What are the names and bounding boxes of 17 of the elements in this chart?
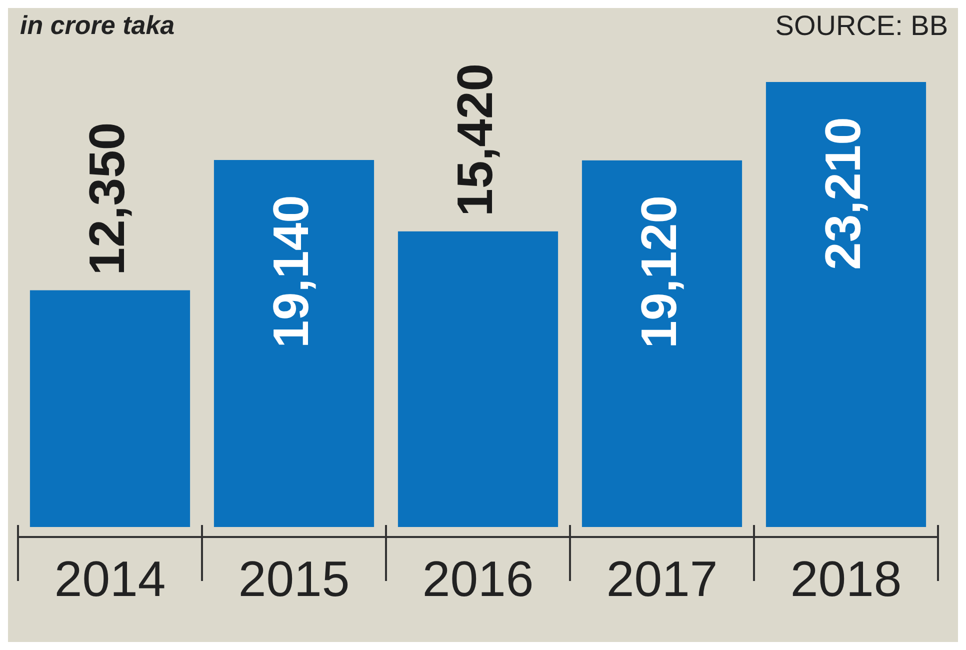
x-tick-label: 2017 (606, 550, 718, 607)
x-tick-label: 2018 (790, 550, 902, 607)
x-tick-label: 2014 (54, 550, 166, 607)
bar (398, 231, 558, 527)
x-tick-label: 2015 (238, 550, 350, 607)
data-label: 12,350 (78, 122, 135, 276)
data-label: 23,210 (814, 117, 871, 270)
bar (582, 160, 742, 527)
data-label: 15,420 (446, 63, 503, 216)
bar (214, 160, 374, 527)
data-label: 19,120 (630, 195, 687, 348)
source-note: SOURCE: BB (775, 10, 948, 42)
bar (766, 82, 926, 527)
data-label: 19,140 (262, 195, 319, 348)
x-tick-label: 2016 (422, 550, 534, 607)
bar (30, 290, 190, 527)
chart-subtitle: in crore taka (20, 10, 175, 41)
